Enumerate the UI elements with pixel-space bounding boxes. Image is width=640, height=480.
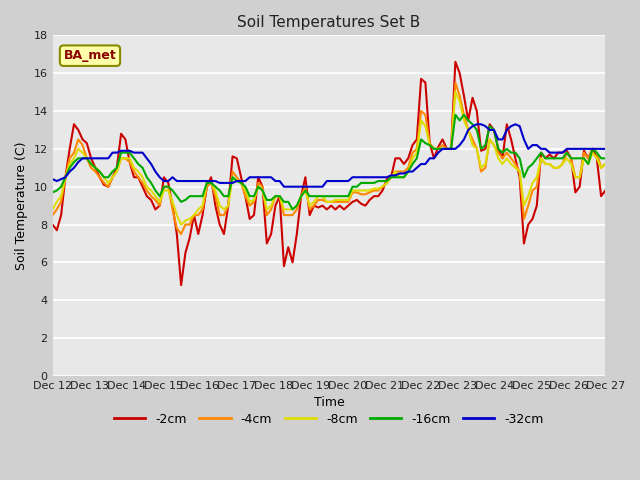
Text: BA_met: BA_met xyxy=(63,49,116,62)
X-axis label: Time: Time xyxy=(314,396,344,409)
Legend: -2cm, -4cm, -8cm, -16cm, -32cm: -2cm, -4cm, -8cm, -16cm, -32cm xyxy=(109,408,548,431)
Title: Soil Temperatures Set B: Soil Temperatures Set B xyxy=(237,15,420,30)
Y-axis label: Soil Temperature (C): Soil Temperature (C) xyxy=(15,142,28,270)
